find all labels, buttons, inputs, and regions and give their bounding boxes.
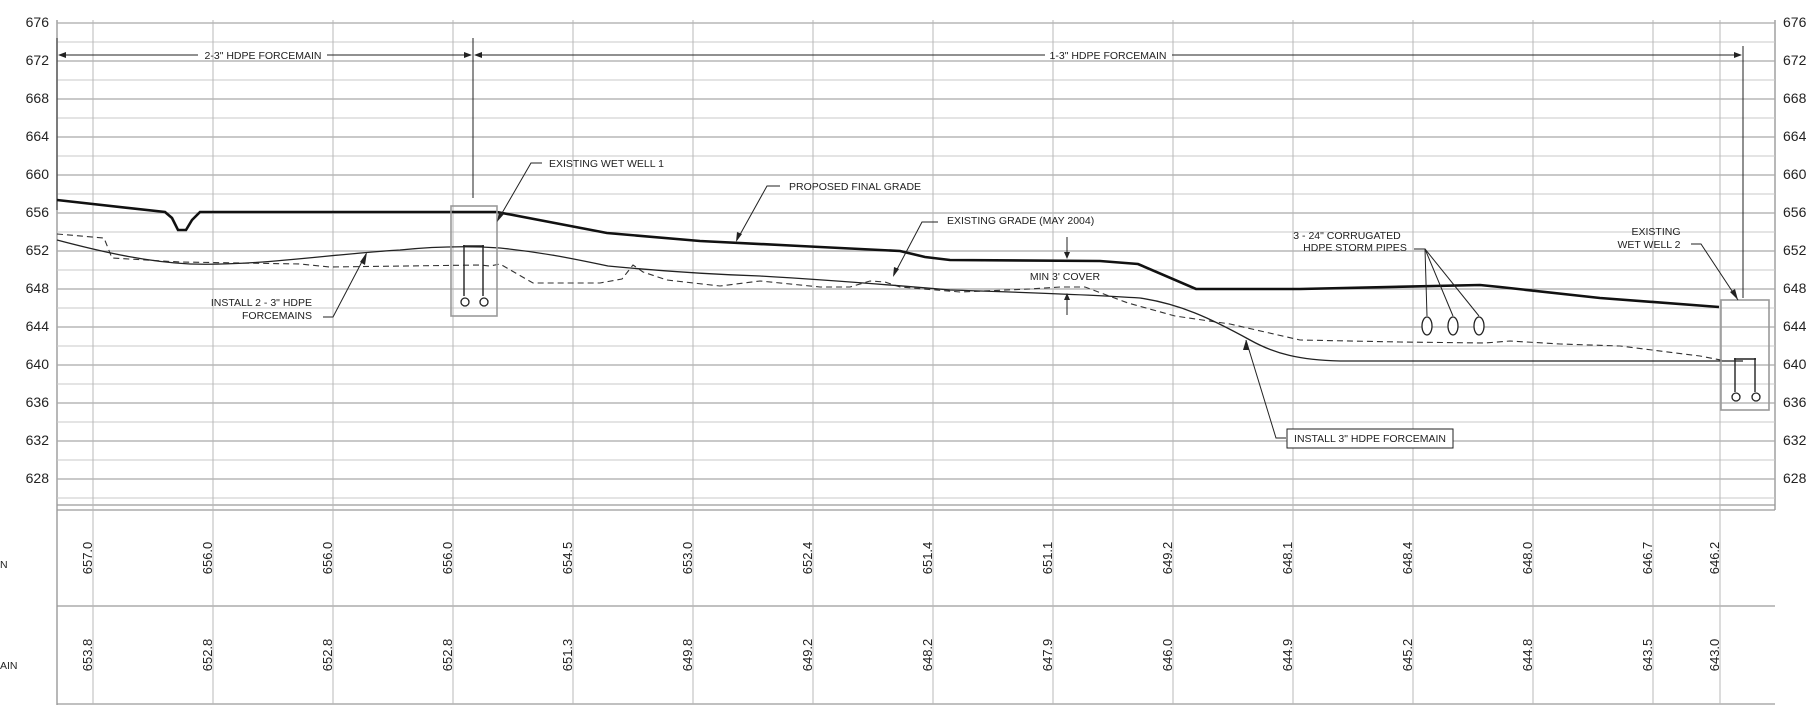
row2-value: 647.9 bbox=[1040, 639, 1055, 672]
row1-value: 652.4 bbox=[800, 542, 815, 575]
storm-pipe-icon bbox=[1474, 317, 1484, 335]
callout-wet-well-1: EXISTING WET WELL 1 bbox=[549, 158, 664, 170]
table-row1-label: N bbox=[0, 559, 8, 571]
row1-value: 656.0 bbox=[200, 542, 215, 575]
elev-label-left: 644 bbox=[26, 318, 50, 334]
elev-label-right: 640 bbox=[1783, 356, 1807, 372]
row1-value: 648.1 bbox=[1280, 542, 1295, 575]
elev-label-left: 676 bbox=[26, 14, 50, 30]
elev-label-left: 632 bbox=[26, 432, 50, 448]
elev-label-right: 652 bbox=[1783, 242, 1807, 258]
elev-label-right: 664 bbox=[1783, 128, 1807, 144]
row1-value: 649.2 bbox=[1160, 542, 1175, 575]
row1-value: 648.0 bbox=[1520, 542, 1535, 575]
callout-wet-well-2-line2: WET WELL 2 bbox=[1617, 239, 1680, 251]
row2-value: 649.8 bbox=[680, 639, 695, 672]
row2-value: 652.8 bbox=[320, 639, 335, 672]
row2-value: 644.9 bbox=[1280, 639, 1295, 672]
callout-leaders bbox=[323, 163, 1738, 438]
row1-value: 656.0 bbox=[440, 542, 455, 575]
callout-install-3-forcemain: INSTALL 3" HDPE FORCEMAIN bbox=[1294, 433, 1446, 445]
forcemain-pipe-icon bbox=[461, 298, 469, 306]
profile-frame bbox=[57, 20, 1775, 705]
callout-install-2-forcemains-line1: INSTALL 2 - 3" HDPE bbox=[211, 297, 312, 309]
elev-label-left: 636 bbox=[26, 394, 50, 410]
elev-label-right: 668 bbox=[1783, 90, 1807, 106]
elev-label-left: 668 bbox=[26, 90, 50, 106]
row2-value: 643.0 bbox=[1707, 639, 1722, 672]
wet-well-2 bbox=[1721, 300, 1769, 410]
row2-value: 652.8 bbox=[200, 639, 215, 672]
row1-value: 648.4 bbox=[1400, 542, 1415, 575]
elev-label-right: 628 bbox=[1783, 470, 1807, 486]
elev-label-left: 672 bbox=[26, 52, 50, 68]
callout-install-2-forcemains-line2: FORCEMAINS bbox=[242, 310, 312, 322]
elev-label-right: 660 bbox=[1783, 166, 1807, 182]
row2-value: 651.3 bbox=[560, 639, 575, 672]
elev-label-right: 672 bbox=[1783, 52, 1807, 68]
table-row1-values: 657.0 656.0 656.0 656.0 654.5 653.0 652.… bbox=[80, 542, 1722, 575]
elev-label-right: 636 bbox=[1783, 394, 1807, 410]
row1-value: 651.1 bbox=[1040, 542, 1055, 575]
callout-proposed-grade: PROPOSED FINAL GRADE bbox=[789, 181, 921, 193]
row1-value: 654.5 bbox=[560, 542, 575, 575]
storm-pipe-icon bbox=[1422, 317, 1432, 335]
elev-label-left: 628 bbox=[26, 470, 50, 486]
elev-label-left: 660 bbox=[26, 166, 50, 182]
row2-value: 645.2 bbox=[1400, 639, 1415, 672]
elev-label-right: 632 bbox=[1783, 432, 1807, 448]
row1-value: 646.7 bbox=[1640, 542, 1655, 575]
elev-label-right: 648 bbox=[1783, 280, 1807, 296]
row2-value: 643.5 bbox=[1640, 639, 1655, 672]
elev-label-left: 656 bbox=[26, 204, 50, 220]
forcemain-pipe-icon bbox=[1732, 393, 1740, 401]
callout-wet-well-2-line1: EXISTING bbox=[1631, 226, 1680, 238]
elev-label-left: 648 bbox=[26, 280, 50, 296]
vertical-gridlines bbox=[93, 20, 1720, 704]
row1-value: 657.0 bbox=[80, 542, 95, 575]
callout-existing-grade: EXISTING GRADE (MAY 2004) bbox=[947, 215, 1094, 227]
row1-value: 656.0 bbox=[320, 542, 335, 575]
forcemain-pipe-icon bbox=[1752, 393, 1760, 401]
row1-value: 646.2 bbox=[1707, 542, 1722, 575]
row2-value: 652.8 bbox=[440, 639, 455, 672]
elev-label-left: 664 bbox=[26, 128, 50, 144]
row2-value: 649.2 bbox=[800, 639, 815, 672]
callout-storm-pipes-line1: 3 - 24" CORRUGATED bbox=[1293, 230, 1401, 242]
proposed-grade-line bbox=[57, 200, 1719, 307]
storm-pipe-icon bbox=[1448, 317, 1458, 335]
elev-label-right: 644 bbox=[1783, 318, 1807, 334]
elevation-labels-left: 676 672 668 664 660 656 652 648 644 640 … bbox=[26, 14, 50, 486]
row2-value: 653.8 bbox=[80, 639, 95, 672]
row2-value: 644.8 bbox=[1520, 639, 1535, 672]
elev-label-left: 652 bbox=[26, 242, 50, 258]
horizontal-gridlines bbox=[57, 23, 1775, 498]
row2-value: 648.2 bbox=[920, 639, 935, 672]
row1-value: 651.4 bbox=[920, 542, 935, 575]
wet-well-1 bbox=[451, 206, 497, 316]
dimension-label-left: 2-3" HDPE FORCEMAIN bbox=[205, 50, 322, 62]
elev-label-right: 676 bbox=[1783, 14, 1807, 30]
table-row2-label: AIN bbox=[0, 660, 18, 672]
elev-label-right: 656 bbox=[1783, 204, 1807, 220]
row1-value: 653.0 bbox=[680, 542, 695, 575]
elev-label-left: 640 bbox=[26, 356, 50, 372]
row2-value: 646.0 bbox=[1160, 639, 1175, 672]
forcemain-dimension-lines bbox=[57, 38, 1743, 298]
forcemain-pipe-icon bbox=[480, 298, 488, 306]
storm-pipes bbox=[1422, 317, 1484, 335]
callout-storm-pipes-line2: HDPE STORM PIPES bbox=[1303, 242, 1407, 254]
elevation-labels-right: 676 672 668 664 660 656 652 648 644 640 … bbox=[1783, 14, 1807, 486]
callout-min-cover: MIN 3' COVER bbox=[1030, 271, 1101, 283]
dimension-label-right: 1-3" HDPE FORCEMAIN bbox=[1050, 50, 1167, 62]
table-row2-values: 653.8 652.8 652.8 652.8 651.3 649.8 649.… bbox=[80, 639, 1722, 672]
